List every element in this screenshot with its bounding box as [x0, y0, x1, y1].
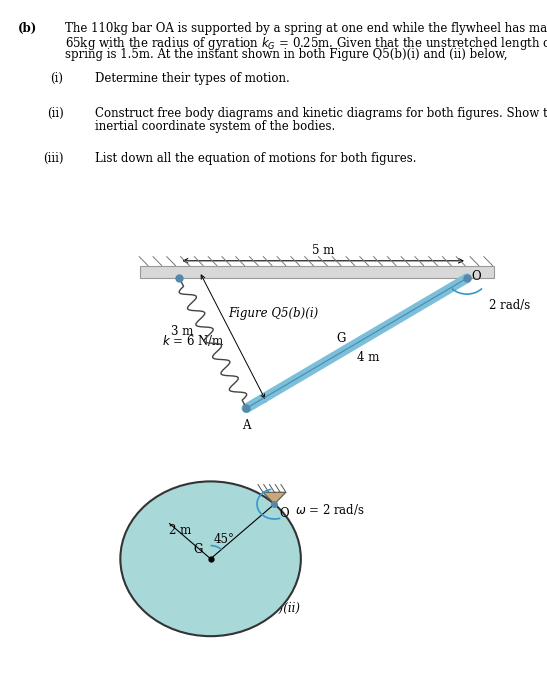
Text: $\omega$ = 2 rad/s: $\omega$ = 2 rad/s	[295, 502, 365, 517]
Text: (i): (i)	[50, 72, 63, 85]
Text: O: O	[472, 270, 481, 283]
Polygon shape	[263, 492, 286, 504]
Text: 45°: 45°	[214, 533, 235, 546]
Text: G: G	[194, 543, 203, 556]
Text: $k$ = 6 N/m: $k$ = 6 N/m	[162, 333, 224, 347]
Text: (iii): (iii)	[43, 152, 63, 165]
Text: 65kg with the radius of gyration $k_G$ = 0.25m. Given that the unstretched lengt: 65kg with the radius of gyration $k_G$ =…	[65, 35, 547, 52]
Text: inertial coordinate system of the bodies.: inertial coordinate system of the bodies…	[95, 120, 335, 133]
Text: 4 m: 4 m	[357, 351, 380, 364]
Bar	[140, 266, 494, 278]
Circle shape	[120, 482, 301, 636]
Text: 3 m: 3 m	[171, 325, 194, 338]
Text: (b): (b)	[18, 22, 37, 35]
Text: The 110kg bar OA is supported by a spring at one end while the flywheel has mass: The 110kg bar OA is supported by a sprin…	[65, 22, 547, 35]
Text: spring is 1.5m. At the instant shown in both Figure Q5(b)(i) and (ii) below,: spring is 1.5m. At the instant shown in …	[65, 48, 508, 61]
Text: List down all the equation of motions for both figures.: List down all the equation of motions fo…	[95, 152, 416, 165]
Text: Determine their types of motion.: Determine their types of motion.	[95, 72, 290, 85]
Text: 5 m: 5 m	[312, 244, 334, 257]
Text: Figure Q5(b)(i): Figure Q5(b)(i)	[228, 307, 318, 320]
Text: 2 rad/s: 2 rad/s	[488, 299, 530, 312]
Text: O: O	[280, 507, 289, 520]
Text: A: A	[242, 419, 251, 432]
Text: Construct free body diagrams and kinetic diagrams for both figures. Show the: Construct free body diagrams and kinetic…	[95, 107, 547, 120]
Text: G: G	[336, 332, 346, 345]
Text: (ii): (ii)	[47, 107, 64, 120]
Text: 2 m: 2 m	[168, 524, 191, 537]
Text: Figure Q5(b)(ii): Figure Q5(b)(ii)	[206, 602, 300, 615]
